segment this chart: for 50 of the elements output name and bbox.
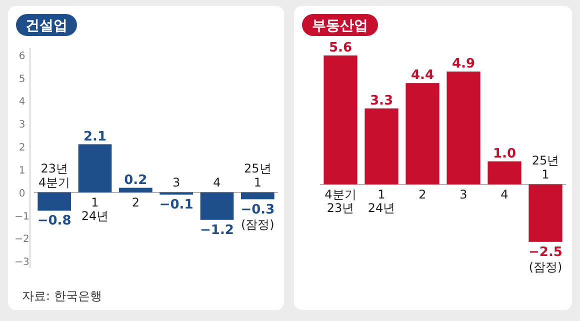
bar [364,108,398,184]
y-tick-label: 5 [18,74,26,85]
x-tick-label: 3 [460,187,468,202]
bar [446,72,480,184]
x-tick-label: 3 [172,175,180,190]
bar [78,144,112,192]
y-tick-label: 2 [18,142,26,154]
x-tick-label: 25년 1 [244,162,272,190]
data-label: 2.1 [83,129,107,144]
annotation: (잠정) [240,217,274,232]
chart-title: 부동산업 [312,18,368,34]
data-label: 0.2 [124,172,148,188]
data-label: −0.3 [240,202,275,218]
bar [240,192,274,200]
y-tick-label: 0 [18,188,26,200]
data-label: −0.1 [159,198,194,213]
bar [200,192,234,220]
y-tick-label: −3 [14,257,30,268]
chart-title: 건설업 [26,18,68,34]
data-label: −1.2 [200,222,234,238]
data-label: 5.6 [328,40,352,56]
y-tick-label: 6 [18,50,26,62]
bar [528,184,562,242]
data-label: 4.4 [410,68,434,84]
y-tick-label: −2 [14,234,30,246]
bar [38,192,72,211]
data-label: 4.9 [452,56,476,72]
data-label: −2.5 [528,244,562,260]
x-tick-label: 25년 1 [532,154,560,182]
x-tick-label: 1 24년 [368,187,396,216]
data-label: 3.3 [370,93,394,108]
bar [118,188,152,192]
y-tick-label: 3 [18,120,26,131]
y-tick-label: 4 [18,96,26,108]
bar [324,55,358,184]
text: 자료: 한국은행 [22,289,102,303]
x-tick-label: 4 [500,187,508,202]
annotation: (잠정) [528,260,562,274]
bar [406,83,440,184]
y-tick-label: 1 [18,165,26,176]
x-tick-label: 1 24년 [81,195,109,224]
bar [488,161,522,184]
x-tick-label: 4 [213,175,221,190]
x-tick-label: 2 [418,187,426,202]
data-label: −0.8 [37,214,72,229]
y-tick-label: −1 [14,211,30,222]
x-tick-label: 4분기 23년 [324,187,356,216]
x-tick-label: 2 [132,195,140,210]
data-label: 1.0 [492,146,516,162]
x-tick-label: 23년 4분기 [38,162,70,190]
